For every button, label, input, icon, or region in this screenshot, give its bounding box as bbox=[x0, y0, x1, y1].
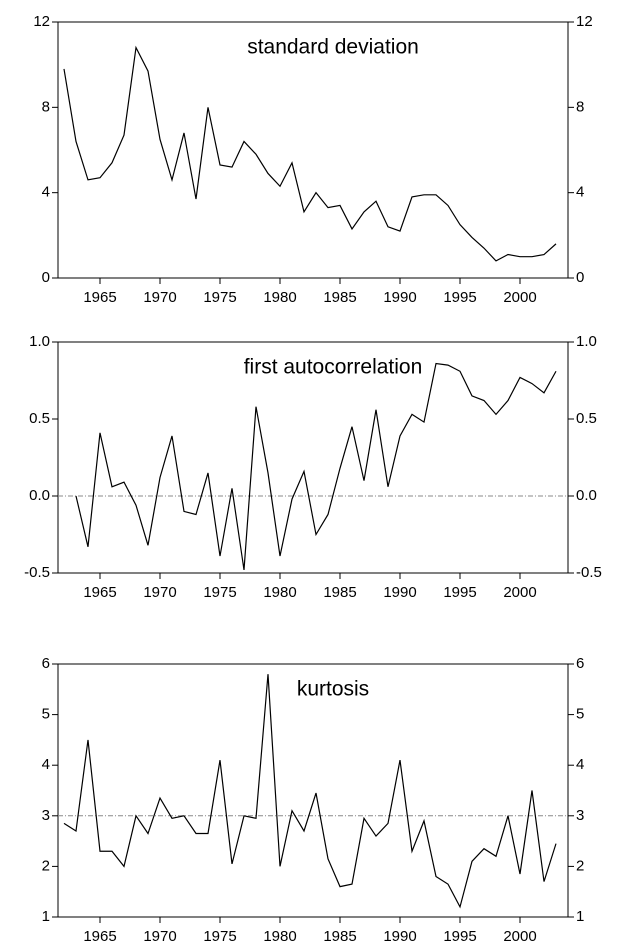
y2-tick-label: 1 bbox=[576, 908, 584, 925]
y-tick-label: 4 bbox=[42, 184, 50, 201]
x-tick-label: 1990 bbox=[383, 289, 416, 306]
data-line bbox=[75, 362, 557, 571]
data-line bbox=[63, 674, 557, 909]
plot-frame bbox=[57, 663, 569, 918]
plot-frame bbox=[57, 341, 569, 574]
y2-tick-label: 12 bbox=[576, 13, 593, 30]
x-tick-label: 1995 bbox=[443, 289, 476, 306]
y2-tick-label: 4 bbox=[576, 184, 584, 201]
y-tick-label: -0.5 bbox=[24, 564, 50, 581]
y2-tick-label: 0.5 bbox=[576, 410, 597, 427]
x-tick-label: 1975 bbox=[203, 928, 236, 945]
y2-tick-label: 1.0 bbox=[576, 333, 597, 350]
x-tick-label: 1980 bbox=[263, 289, 296, 306]
y-tick-label: 0.5 bbox=[29, 410, 50, 427]
x-tick-label: 1985 bbox=[323, 289, 356, 306]
x-tick-label: 1965 bbox=[83, 928, 116, 945]
x-tick-label: 1985 bbox=[323, 928, 356, 945]
x-tick-label: 1990 bbox=[383, 584, 416, 601]
x-tick-label: 1970 bbox=[143, 928, 176, 945]
y-tick-label: 12 bbox=[33, 13, 50, 30]
y-tick-label: 1.0 bbox=[29, 333, 50, 350]
y2-tick-label: 0.0 bbox=[576, 487, 597, 504]
plot-frame bbox=[57, 21, 569, 279]
chart-title: kurtosis bbox=[297, 678, 369, 701]
y2-tick-label: 5 bbox=[576, 706, 584, 723]
y-tick-label: 1 bbox=[42, 908, 50, 925]
x-tick-label: 1970 bbox=[143, 289, 176, 306]
y-tick-label: 8 bbox=[42, 98, 50, 115]
y-tick-label: 0.0 bbox=[29, 487, 50, 504]
y-tick-label: 4 bbox=[42, 756, 50, 773]
x-tick-label: 1980 bbox=[263, 584, 296, 601]
chart-title: standard deviation bbox=[247, 36, 419, 59]
y2-tick-label: 6 bbox=[576, 655, 584, 672]
y2-tick-label: 3 bbox=[576, 807, 584, 824]
y-tick-label: 2 bbox=[42, 857, 50, 874]
y-tick-label: 3 bbox=[42, 807, 50, 824]
y2-tick-label: 2 bbox=[576, 857, 584, 874]
y2-tick-label: -0.5 bbox=[576, 564, 602, 581]
x-tick-label: 1990 bbox=[383, 928, 416, 945]
x-tick-label: 1980 bbox=[263, 928, 296, 945]
x-tick-label: 1995 bbox=[443, 928, 476, 945]
x-tick-label: 2000 bbox=[503, 289, 536, 306]
y-tick-label: 6 bbox=[42, 655, 50, 672]
x-tick-label: 1985 bbox=[323, 584, 356, 601]
y2-tick-label: 8 bbox=[576, 98, 584, 115]
x-tick-label: 1995 bbox=[443, 584, 476, 601]
chart-title: first autocorrelation bbox=[244, 356, 423, 379]
x-tick-label: 1965 bbox=[83, 584, 116, 601]
x-tick-label: 1975 bbox=[203, 289, 236, 306]
x-tick-label: 1965 bbox=[83, 289, 116, 306]
y2-tick-label: 0 bbox=[576, 269, 584, 286]
x-tick-label: 1975 bbox=[203, 584, 236, 601]
y-tick-label: 5 bbox=[42, 706, 50, 723]
data-line bbox=[63, 45, 557, 262]
x-tick-label: 2000 bbox=[503, 928, 536, 945]
y-tick-label: 0 bbox=[42, 269, 50, 286]
y2-tick-label: 4 bbox=[576, 756, 584, 773]
x-tick-label: 2000 bbox=[503, 584, 536, 601]
x-tick-label: 1970 bbox=[143, 584, 176, 601]
